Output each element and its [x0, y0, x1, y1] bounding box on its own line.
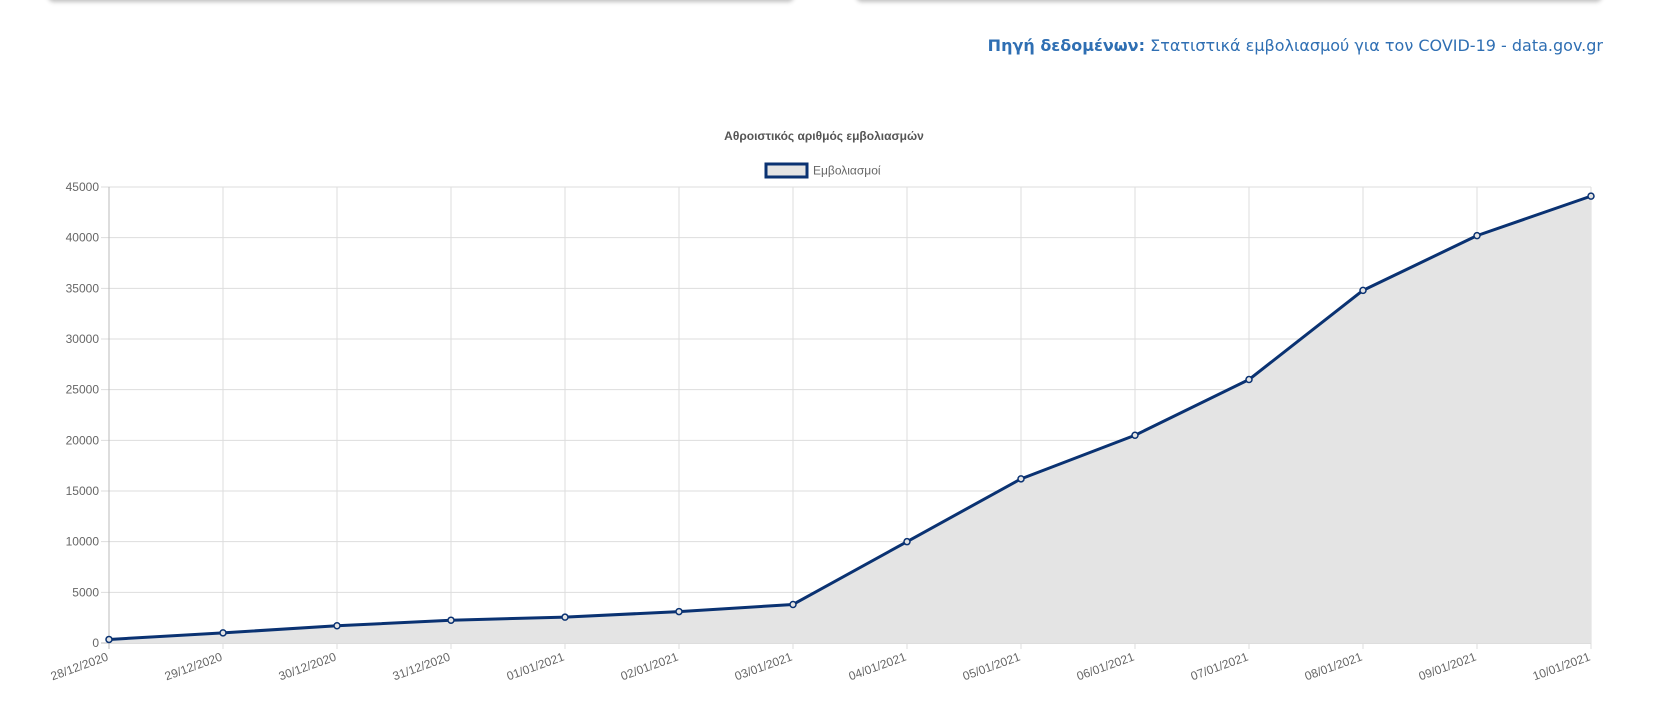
data-point: [1473, 231, 1481, 240]
y-tick-label: 20000: [66, 433, 100, 447]
data-source-label: Πηγή δεδομένων:: [987, 36, 1145, 55]
x-tick-label: 02/01/2021: [619, 650, 681, 684]
x-tick-label: 01/01/2021: [505, 650, 567, 684]
y-tick-label: 35000: [66, 281, 100, 295]
x-tick-label: 29/12/2020: [163, 650, 225, 684]
y-tick-label: 0: [92, 636, 99, 650]
data-point: [675, 607, 683, 616]
chart-points: [105, 192, 1595, 644]
chart-legend[interactable]: Εμβολιασμοί: [764, 162, 881, 179]
chart-title: Αθροιστικός αριθμός εμβολιασμών: [724, 129, 924, 143]
data-point: [1017, 475, 1025, 483]
x-tick-label: 28/12/2020: [49, 650, 111, 684]
data-source: Πηγή δεδομένων: Στατιστικά εμβολιασμού γ…: [988, 36, 1603, 55]
y-tick-label: 40000: [66, 231, 100, 245]
x-tick-label: 10/01/2021: [1531, 650, 1593, 684]
x-tick-label: 05/01/2021: [961, 650, 1023, 684]
legend-label: Εμβολιασμοί: [813, 164, 881, 178]
x-axis: 28/12/2020 29/12/2020 30/12/2020 31/12/2020…: [49, 650, 1593, 684]
data-point: [105, 635, 113, 644]
data-point: [1587, 192, 1595, 200]
data-source-link[interactable]: Στατιστικά εμβολιασμού για τον COVID-19 …: [1150, 36, 1603, 55]
series-line: [108, 194, 1592, 641]
x-tick-label: 09/01/2021: [1417, 650, 1479, 684]
y-tick-label: 15000: [66, 484, 100, 498]
data-point: [219, 629, 227, 637]
data-point: [1359, 286, 1367, 295]
legend-swatch: [764, 162, 809, 179]
y-tick-label: 5000: [72, 585, 99, 599]
data-point: [903, 537, 911, 546]
data-point: [333, 622, 341, 630]
data-point: [561, 613, 569, 621]
y-tick-label: 10000: [66, 535, 100, 549]
x-tick-label: 06/01/2021: [1075, 650, 1137, 684]
series-area-fill: [109, 196, 1591, 643]
data-point: [447, 616, 455, 624]
x-tick-label: 30/12/2020: [277, 650, 339, 684]
data-point: [1131, 431, 1139, 440]
y-tick-label: 25000: [66, 383, 100, 397]
x-tick-label: 04/01/2021: [847, 650, 909, 684]
data-point: [1245, 375, 1253, 384]
y-tick-label: 30000: [66, 332, 100, 346]
x-tick-label: 08/01/2021: [1303, 650, 1365, 684]
x-tick-label: 07/01/2021: [1189, 650, 1251, 684]
chart-area: [108, 194, 1592, 643]
data-point: [789, 600, 797, 609]
x-tick-label: 31/12/2020: [391, 650, 453, 684]
y-tick-label: 45000: [66, 180, 100, 194]
y-axis: 0 5000 10000 15000 20000 25000 30000 35000 40000…: [66, 180, 100, 650]
x-tick-label: 03/01/2021: [733, 650, 795, 684]
